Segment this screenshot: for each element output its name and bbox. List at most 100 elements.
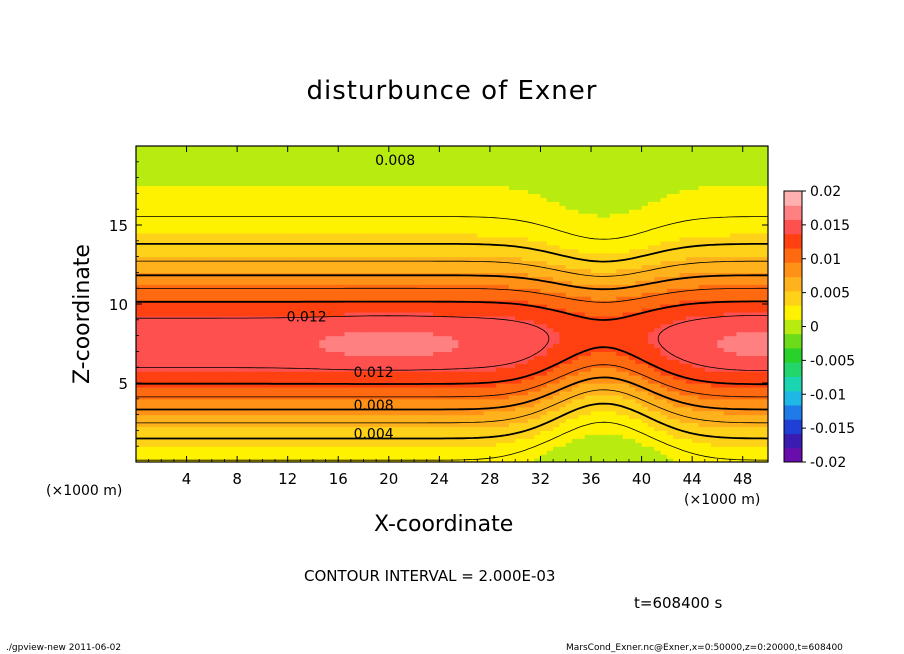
heatmap-cell [489, 205, 497, 210]
heatmap-cell [489, 331, 497, 337]
heatmap-cell [262, 323, 270, 329]
heatmap-cell [483, 256, 491, 262]
heatmap-cell [312, 307, 320, 313]
heatmap-cell [515, 434, 523, 439]
heatmap-cell [218, 288, 226, 293]
heatmap-cell [154, 193, 162, 198]
heatmap-cell [502, 351, 510, 356]
heatmap-cell [369, 236, 377, 242]
heatmap-cell [350, 236, 358, 242]
heatmap-cell [433, 335, 440, 341]
heatmap-cell [173, 422, 181, 428]
heatmap-cell [477, 201, 485, 206]
heatmap-cell [382, 185, 390, 191]
heatmap-cell [464, 359, 472, 364]
heatmap-cell [281, 205, 289, 210]
heatmap-cell [325, 280, 333, 285]
heatmap-cell [142, 228, 150, 234]
heatmap-cell [224, 165, 232, 171]
heatmap-cell [464, 252, 472, 258]
heatmap-cell [237, 438, 245, 443]
heatmap-cell [338, 264, 346, 270]
heatmap-cell [458, 339, 466, 345]
heatmap-cell [237, 296, 245, 301]
heatmap-cell [230, 410, 238, 416]
heatmap-cell [350, 217, 358, 222]
heatmap-cell [300, 438, 308, 443]
heatmap-cell [502, 331, 510, 337]
heatmap-cell [426, 177, 434, 183]
heatmap-cell [142, 292, 150, 297]
heatmap-cell [180, 418, 188, 424]
heatmap-cell [502, 213, 510, 218]
heatmap-cell [338, 213, 346, 218]
heatmap-cell [256, 434, 263, 439]
heatmap-cell [496, 319, 504, 325]
heatmap-cell [142, 209, 150, 214]
heatmap-cell [262, 379, 270, 384]
heatmap-cell [192, 319, 200, 325]
heatmap-cell [192, 284, 200, 289]
heatmap-cell [483, 288, 491, 293]
heatmap-cell [224, 276, 232, 281]
heatmap-cell [243, 323, 251, 329]
heatmap-cell [515, 221, 523, 226]
heatmap-cell [369, 225, 377, 230]
heatmap-cell [344, 311, 352, 317]
heatmap-cell [281, 193, 289, 198]
heatmap-cell [515, 201, 523, 206]
heatmap-cell [426, 383, 434, 388]
heatmap-cell [515, 390, 523, 396]
heatmap-cell [148, 213, 156, 218]
heatmap-cell [477, 438, 485, 443]
heatmap-cell [464, 398, 472, 404]
heatmap-cell [268, 375, 276, 380]
heatmap-cell [211, 149, 219, 155]
heatmap-cell [489, 225, 497, 230]
heatmap-cell [426, 343, 434, 349]
heatmap-cell [205, 209, 213, 214]
heatmap-cell [319, 331, 327, 337]
heatmap-cell [199, 418, 207, 424]
heatmap-cell [445, 434, 453, 439]
heatmap-cell [319, 319, 327, 325]
heatmap-cell [275, 161, 282, 167]
heatmap-cell [382, 359, 390, 364]
heatmap-cell [287, 165, 295, 171]
heatmap-cell [357, 323, 365, 329]
heatmap-cell [294, 248, 301, 254]
heatmap-cell [230, 355, 238, 360]
heatmap-cell [496, 315, 504, 321]
heatmap-cell [464, 213, 472, 218]
heatmap-cell [515, 157, 523, 163]
heatmap-cell [464, 390, 472, 396]
heatmap-cell [363, 205, 371, 210]
heatmap-cell [376, 307, 384, 313]
heatmap-cell [142, 185, 150, 191]
heatmap-cell [281, 450, 289, 455]
heatmap-cell [230, 205, 238, 210]
heatmap-cell [186, 351, 194, 356]
heatmap-cell [186, 307, 194, 313]
heatmap-cell [281, 296, 289, 301]
heatmap-cell [464, 375, 472, 380]
heatmap-cell [243, 450, 251, 455]
heatmap-cell [268, 319, 276, 325]
heatmap-cell [521, 201, 529, 206]
heatmap-cell [167, 402, 175, 408]
heatmap-cell [489, 418, 497, 424]
heatmap-cell [489, 375, 497, 380]
heatmap-cell [192, 335, 200, 341]
heatmap-cell [464, 339, 472, 345]
heatmap-cell [388, 319, 396, 325]
heatmap-cell [319, 363, 327, 368]
heatmap-cell [173, 228, 181, 234]
heatmap-cell [344, 181, 352, 187]
heatmap-cell [319, 177, 327, 183]
heatmap-cell [420, 225, 428, 230]
heatmap-cell [445, 225, 453, 230]
heatmap-cell [154, 430, 162, 435]
heatmap-cell [319, 197, 327, 202]
heatmap-cell [136, 177, 143, 183]
heatmap-cell [325, 363, 333, 368]
